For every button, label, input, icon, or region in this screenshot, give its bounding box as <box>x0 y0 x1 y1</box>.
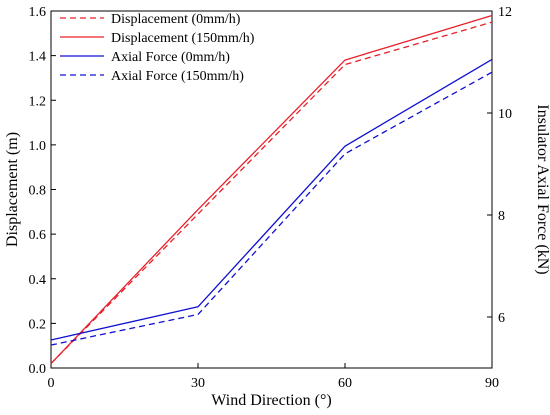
right-y-axis-ticks: 6 8 10 12 <box>487 5 512 326</box>
left-y-tick-label: 0.6 <box>29 228 47 243</box>
left-y-tick-label: 1.0 <box>29 139 47 154</box>
x-tick-label: 90 <box>485 376 499 391</box>
left-y-tick-label: 0.4 <box>29 273 47 288</box>
right-y-axis-label: Insulator Axial Force (kN) <box>534 104 550 274</box>
left-y-tick-label: 0.0 <box>29 362 47 377</box>
left-y-tick-label: 0.2 <box>29 317 47 332</box>
series-line-4 <box>50 71 493 346</box>
legend-label: Axial Force (150mm/h) <box>111 69 244 84</box>
left-y-axis-ticks: 0.0 0.2 0.4 0.6 0.8 1.0 1.2 1.4 1.6 <box>29 5 56 377</box>
right-y-tick-label: 6 <box>498 311 505 326</box>
left-y-tick-label: 1.2 <box>29 94 47 109</box>
right-y-tick-label: 12 <box>498 5 512 20</box>
x-tick-label: 30 <box>191 376 205 391</box>
legend-label: Displacement (150mm/h) <box>111 31 255 46</box>
right-y-tick-label: 8 <box>498 209 505 224</box>
series-layer <box>50 14 493 364</box>
left-y-axis-label: Displacement (m) <box>4 132 21 247</box>
x-tick-label: 60 <box>338 376 352 391</box>
left-y-tick-label: 0.8 <box>29 184 47 199</box>
series-line-2 <box>50 14 493 364</box>
left-y-tick-label: 1.6 <box>29 5 47 20</box>
series-line-1 <box>50 21 493 364</box>
x-axis-label: Wind Direction (°) <box>211 392 331 409</box>
x-axis-ticks: 0 30 60 90 <box>48 363 499 391</box>
legend-label: Axial Force (0mm/h) <box>111 50 230 65</box>
left-y-tick-label: 1.4 <box>29 50 47 65</box>
x-tick-label: 0 <box>48 376 55 391</box>
right-y-tick-label: 10 <box>498 107 512 122</box>
series-line-3 <box>50 58 493 341</box>
legend-label: Displacement (0mm/h) <box>111 12 241 27</box>
legend: Displacement (0mm/h) Displacement (150mm/… <box>60 12 255 84</box>
